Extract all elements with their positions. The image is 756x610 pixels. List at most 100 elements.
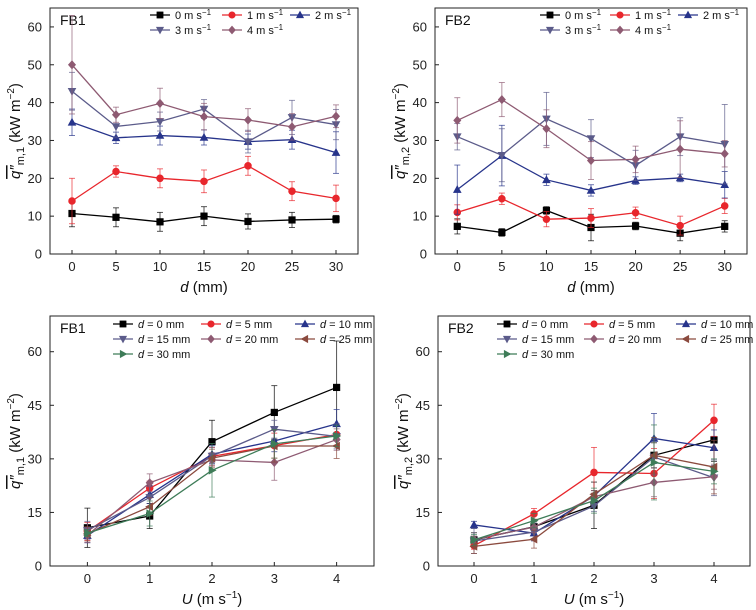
y-axis-unit: (kW m <box>7 409 24 456</box>
data-point <box>243 138 253 147</box>
y-tick-label: 60 <box>28 19 42 34</box>
data-point <box>111 110 121 120</box>
data-point <box>333 383 341 392</box>
legend-label-variable: d <box>522 349 529 361</box>
data-point <box>587 214 595 222</box>
data-point <box>68 197 76 205</box>
y-tick-label: 45 <box>416 398 430 413</box>
data-point <box>244 162 252 170</box>
data-point <box>288 187 296 195</box>
x-tick-label: 20 <box>241 259 255 274</box>
y-tick-label: 30 <box>416 451 430 466</box>
legend-label-text: 1 m s <box>247 10 274 22</box>
data-point <box>271 439 279 449</box>
legend-label-text: = 5 mm <box>615 319 655 331</box>
data-point <box>146 509 155 518</box>
y-axis-symbol: q″ <box>7 475 24 489</box>
y-axis-label: q″m,1 (kW m−2) <box>6 83 27 179</box>
legend-label-variable: d <box>138 334 145 346</box>
data-point <box>631 154 640 164</box>
legend-label-text: 4 m s <box>247 25 274 37</box>
legend-marker <box>590 320 598 328</box>
x-axis-variable: U <box>182 591 193 608</box>
x-axis-variable: U <box>564 591 575 608</box>
data-point <box>676 221 684 230</box>
legend-label-text: = 0 mm <box>144 319 184 331</box>
legend-label-variable: d <box>701 319 708 331</box>
data-point <box>720 149 729 159</box>
chart-panel-2: 0 5 10 15 20 25 30 0 10 20 30 40 50 60 d (mm) q″m,2 (kW… <box>391 7 748 296</box>
data-point <box>452 185 462 193</box>
legend-label-text: = 30 mm <box>528 349 574 361</box>
y-tick-label: 10 <box>28 209 42 224</box>
data-point <box>542 175 551 184</box>
data-point <box>244 217 252 226</box>
data-point <box>332 215 340 223</box>
legend-marker <box>681 319 691 328</box>
data-point <box>208 465 217 475</box>
legend-label-exponent: −1 <box>202 8 212 17</box>
y-tick-label: 60 <box>416 344 430 359</box>
legend-label: 3 m s−1 <box>175 23 212 37</box>
legend-marker <box>503 320 511 328</box>
y-tick-label: 30 <box>28 451 42 466</box>
data-point <box>453 222 461 230</box>
legend-label: d = 25 mm <box>320 334 372 346</box>
data-point <box>676 144 685 154</box>
x-axis-label: d (mm) <box>180 279 228 296</box>
legend-label-text: = 20 mm <box>232 334 278 346</box>
data-point <box>199 112 209 122</box>
data-point <box>497 95 506 105</box>
y-axis-label: q″m,2 (kW m−2) <box>394 393 415 489</box>
data-point <box>270 408 278 417</box>
y-axis-unit: (kW m <box>7 99 24 146</box>
data-point <box>287 122 297 132</box>
legend-label-text: = 10 mm <box>326 319 372 331</box>
y-axis-symbol: q″ <box>395 475 412 489</box>
series-7 <box>470 424 719 546</box>
data-point <box>589 489 598 499</box>
legend-label-variable: d <box>226 334 233 346</box>
x-axis-unit: (mm) <box>576 279 615 296</box>
series-2 <box>68 155 340 225</box>
legend-marker <box>228 25 236 35</box>
data-point <box>631 208 640 217</box>
data-point <box>453 115 462 125</box>
legend: 0 m s−1 1 m s−1 2 m s−13 m s−1 4 m s−1 <box>150 8 352 37</box>
legend-marker <box>118 335 128 344</box>
y-tick-label: 20 <box>28 171 42 186</box>
data-point <box>469 520 479 529</box>
y-tick-label: 20 <box>413 171 427 186</box>
legend-label-text: 2 m s <box>703 10 730 22</box>
legend-label-text: = 0 mm <box>528 319 568 331</box>
data-point <box>332 441 340 451</box>
panel-title: FB1 <box>60 320 86 336</box>
x-axis-close: ) <box>237 591 242 608</box>
data-point <box>243 115 253 125</box>
x-axis-unit: (m s <box>193 591 226 608</box>
series-6 <box>82 429 340 542</box>
x-tick-label: 2 <box>590 571 597 586</box>
y-axis-label: q″m,1 (kW m−2) <box>6 393 27 489</box>
series-5 <box>453 82 729 180</box>
y-tick-label: 50 <box>413 57 427 72</box>
data-point <box>586 155 596 166</box>
legend-label: d = 10 mm <box>701 319 753 331</box>
x-tick-label: 4 <box>710 571 717 586</box>
legend-label-text: = 30 mm <box>144 349 190 361</box>
data-point <box>156 174 164 183</box>
legend-marker <box>590 334 598 344</box>
data-point <box>720 202 729 210</box>
legend-label-text: = 10 mm <box>707 319 753 331</box>
y-axis-subscript: m,1 <box>15 147 27 165</box>
x-tick-label: 15 <box>584 259 598 274</box>
legend-marker <box>545 26 555 35</box>
x-tick-label: 5 <box>112 259 119 274</box>
x-tick-label: 3 <box>271 571 278 586</box>
data-point <box>586 135 596 144</box>
legend-marker <box>207 320 215 328</box>
legend-marker <box>502 335 512 344</box>
legend-label-exponent: −1 <box>662 23 672 32</box>
